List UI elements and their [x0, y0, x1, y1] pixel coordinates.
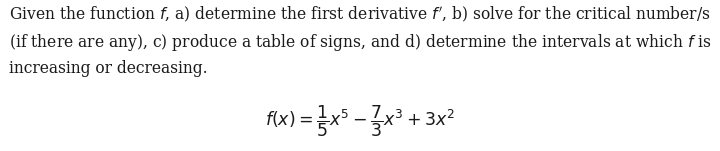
Text: (if there are any), c) produce a table of signs, and d) determine the intervals : (if there are any), c) produce a table o… — [9, 32, 711, 53]
Text: $f(x) = \dfrac{1}{5}x^5 - \dfrac{7}{3}x^3 + 3x^2$: $f(x) = \dfrac{1}{5}x^5 - \dfrac{7}{3}x^… — [265, 103, 455, 139]
Text: Given the function $f$, a) determine the first derivative $f'$, b) solve for the: Given the function $f$, a) determine the… — [9, 5, 711, 24]
Text: increasing or decreasing.: increasing or decreasing. — [9, 60, 207, 77]
